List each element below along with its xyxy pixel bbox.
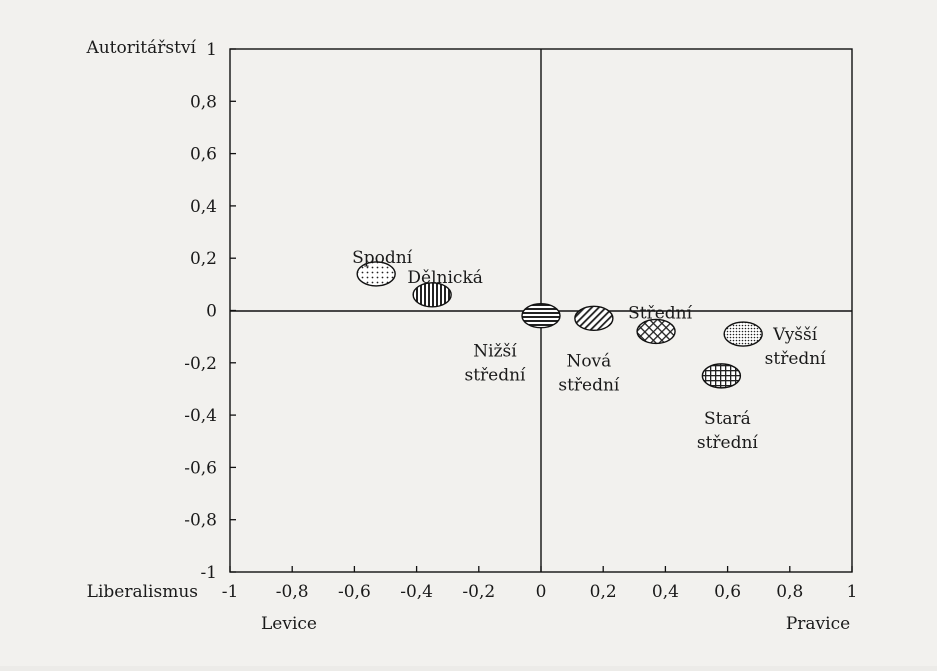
y-tick-label: -0,6 bbox=[184, 458, 217, 478]
y-tick-label: -1 bbox=[200, 563, 217, 583]
marker-stredni bbox=[636, 318, 676, 345]
x-tick-label: -0,6 bbox=[338, 582, 371, 602]
y-tick-label: -0,2 bbox=[184, 354, 217, 374]
label-delnicka: Dělnická bbox=[407, 268, 482, 288]
x-axis-ticks: -1 -0,8 -0,6 -0,4 -0,2 0 0,2 0,4 0,6 0,8 1 bbox=[222, 566, 858, 602]
marker-delnicka bbox=[412, 282, 452, 308]
x-tick-label: 0,6 bbox=[714, 582, 741, 602]
label-stredni: Střední bbox=[628, 303, 692, 323]
x-tick-label: 0,4 bbox=[652, 582, 679, 602]
x-tick-label: -0,2 bbox=[462, 582, 495, 602]
x-axis-left-label: Liberalismus bbox=[87, 582, 198, 602]
y-tick-label: 0 bbox=[206, 302, 217, 322]
y-tick-label: 0,2 bbox=[190, 249, 217, 269]
label-nova-stredni-line2: střední bbox=[558, 375, 620, 395]
marker-stara-stredni bbox=[701, 363, 742, 389]
y-tick-label: -0,8 bbox=[184, 511, 217, 531]
label-vyssi-stredni-line2: střední bbox=[765, 349, 827, 369]
y-axis-top-label: Autoritářství bbox=[85, 38, 196, 58]
y-tick-label: 1 bbox=[206, 40, 217, 60]
data-points bbox=[356, 261, 763, 389]
y-tick-label: -0,4 bbox=[184, 406, 217, 426]
marker-nova-stredni bbox=[574, 305, 614, 332]
marker-vyssi-stredni bbox=[723, 321, 763, 347]
x-tick-label: -0,8 bbox=[276, 582, 309, 602]
label-nova-stredni-line1: Nová bbox=[566, 351, 611, 371]
label-nizsi-stredni-line2: střední bbox=[464, 366, 526, 386]
label-nizsi-stredni-line1: Nižší bbox=[473, 342, 517, 362]
label-spodni: Spodní bbox=[352, 248, 413, 268]
y-tick-label: 0,4 bbox=[190, 197, 217, 217]
y-axis-ticks: 1 0,8 0,6 0,4 0,2 0 -0,2 -0,4 -0,6 -0,8 -1 bbox=[184, 40, 236, 583]
x-tick-label: -1 bbox=[222, 582, 239, 602]
x-tick-label: 0,2 bbox=[590, 582, 617, 602]
label-stara-stredni-line1: Stará bbox=[704, 409, 751, 429]
x-tick-label: -0,4 bbox=[400, 582, 433, 602]
label-vyssi-stredni-line1: Vyšší bbox=[772, 325, 818, 345]
x-axis-left-end-label: Levice bbox=[261, 614, 317, 634]
x-tick-label: 1 bbox=[847, 582, 858, 602]
y-tick-label: 0,6 bbox=[190, 145, 217, 165]
label-stara-stredni-line2: střední bbox=[697, 433, 759, 453]
x-axis-right-end-label: Pravice bbox=[786, 614, 850, 634]
x-tick-label: 0,8 bbox=[776, 582, 803, 602]
marker-spodni bbox=[356, 261, 396, 287]
y-tick-label: 0,8 bbox=[190, 92, 217, 112]
marker-nizsi-stredni bbox=[521, 303, 561, 329]
x-tick-label: 0 bbox=[536, 582, 547, 602]
